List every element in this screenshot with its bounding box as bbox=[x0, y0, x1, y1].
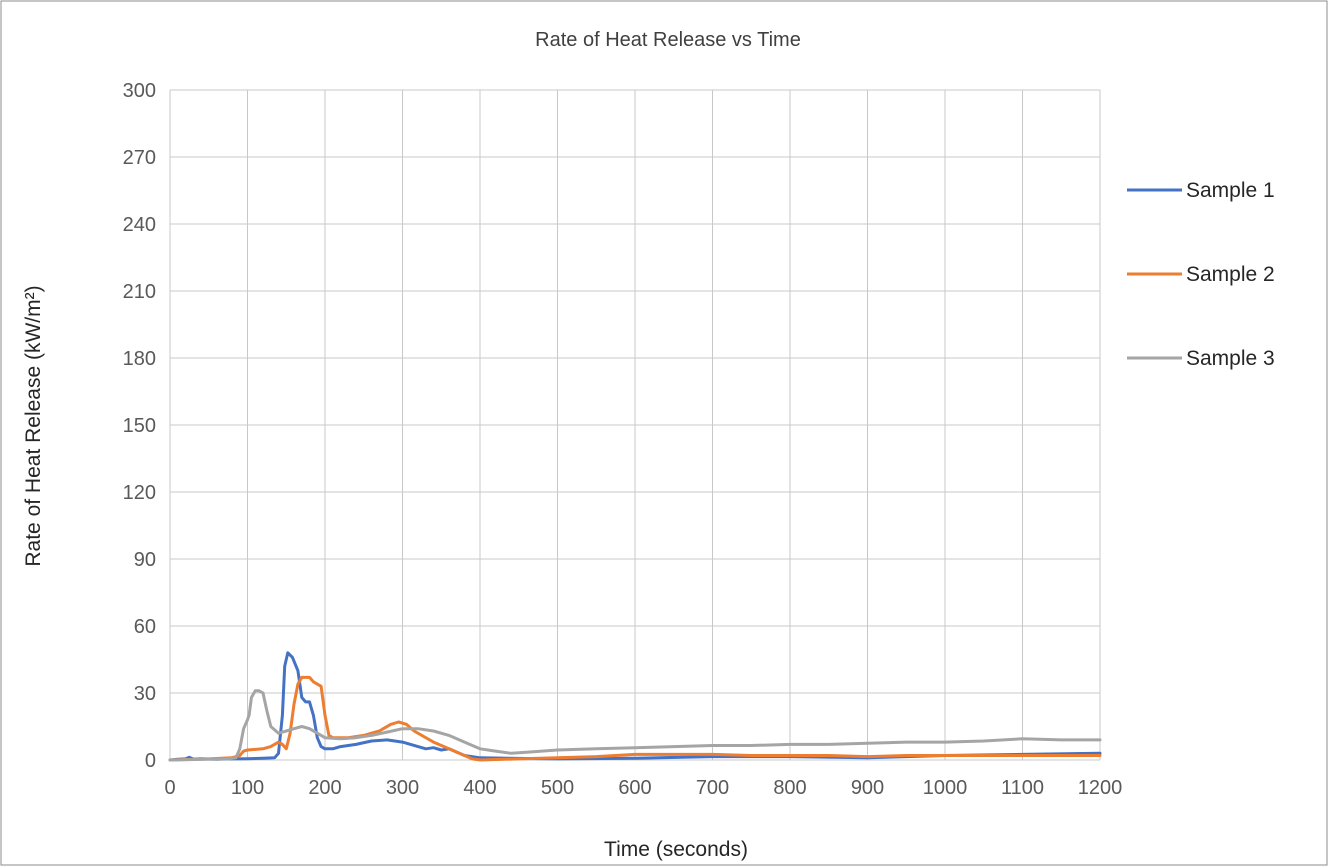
legend: Sample 1 Sample 2 Sample 3 bbox=[1127, 179, 1275, 370]
x-tick-label: 800 bbox=[773, 777, 806, 799]
x-tick-label: 1000 bbox=[923, 777, 968, 799]
y-tick-label: 30 bbox=[134, 683, 156, 705]
series-lines bbox=[168, 651, 1102, 762]
series-line-sample-3 bbox=[168, 689, 1102, 762]
tick-labels: 0 30 60 90 120 150 180 210 240 270 300 0 100 200 300 40… bbox=[123, 80, 1123, 799]
x-tick-label: 1100 bbox=[1001, 777, 1044, 799]
y-tick-label: 0 bbox=[145, 750, 156, 772]
x-axis-title: Time (seconds) bbox=[604, 838, 748, 861]
chart-title: Rate of Heat Release vs Time bbox=[535, 29, 801, 51]
gridlines bbox=[169, 89, 1101, 761]
y-tick-label: 210 bbox=[123, 281, 156, 303]
y-tick-label: 120 bbox=[123, 482, 156, 504]
x-tick-label: 300 bbox=[386, 777, 419, 799]
x-tick-label: 400 bbox=[463, 777, 496, 799]
series-line-sample-2 bbox=[168, 675, 1102, 762]
x-tick-label: 900 bbox=[851, 777, 884, 799]
y-tick-label: 180 bbox=[123, 348, 156, 370]
y-tick-label: 60 bbox=[134, 616, 156, 638]
x-tick-label: 0 bbox=[164, 777, 175, 799]
y-tick-label: 90 bbox=[134, 549, 156, 571]
x-tick-label: 600 bbox=[618, 777, 651, 799]
y-tick-label: 300 bbox=[123, 80, 156, 102]
legend-label-sample-2: Sample 2 bbox=[1186, 263, 1275, 286]
legend-label-sample-3: Sample 3 bbox=[1186, 347, 1275, 370]
y-tick-label: 240 bbox=[123, 214, 156, 236]
y-tick-label: 270 bbox=[123, 147, 156, 169]
x-tick-label: 100 bbox=[231, 777, 264, 799]
x-tick-label: 200 bbox=[308, 777, 341, 799]
y-tick-label: 150 bbox=[123, 415, 156, 437]
y-axis-title: Rate of Heat Release (kW/m²) bbox=[22, 285, 45, 566]
x-tick-label: 500 bbox=[541, 777, 574, 799]
x-tick-label: 1200 bbox=[1078, 777, 1123, 799]
x-tick-label: 700 bbox=[696, 777, 729, 799]
legend-label-sample-1: Sample 1 bbox=[1186, 179, 1275, 202]
